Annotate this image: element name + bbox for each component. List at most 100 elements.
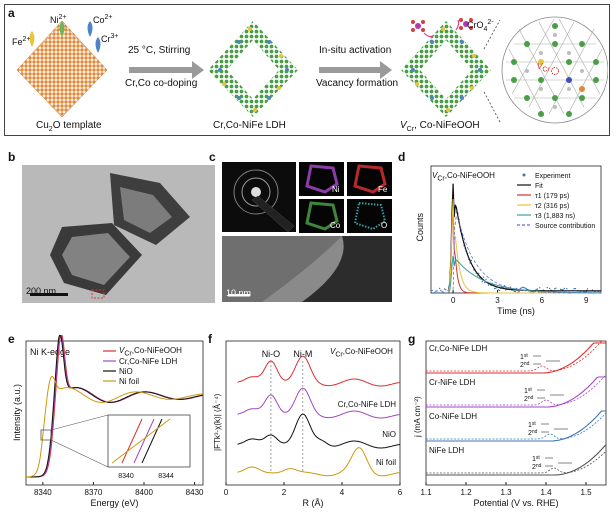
- chart-d-point-109: [563, 287, 565, 290]
- chart-f-series-label-2: NiO: [382, 430, 396, 439]
- schematic-a: [16, 16, 608, 124]
- chart-d-point-52: [493, 287, 496, 290]
- chart-f-series-0: [237, 355, 401, 387]
- chart-f-series-label-0: VCr,Co-NiFeOOH: [330, 347, 393, 359]
- cu2o-diamond: [16, 20, 108, 118]
- chart-d-point-3: [434, 291, 436, 294]
- chart-d-point-65: [509, 286, 512, 288]
- arrow-1: [129, 61, 204, 79]
- chart-d-point-97: [548, 287, 551, 290]
- cu2o-template-label: Cu2O template: [36, 120, 102, 133]
- chart-d-point-69: [514, 290, 517, 293]
- map-fe-label: Fe: [378, 185, 388, 194]
- chart-e-legend-0: VCr,Co-NiFeOOH: [119, 346, 182, 358]
- chart-g-cycle-sup-0-1: nd: [524, 361, 530, 367]
- chart-e-legend-1: Cr,Co-NiFe LDH: [119, 357, 177, 366]
- chart-e-xtick-label-2: 8400: [135, 488, 153, 497]
- chart-d-point-139: [600, 288, 602, 290]
- chart-f-series-3: [237, 447, 401, 477]
- chart-f-xtick-label-0: 0: [224, 488, 229, 497]
- map-co: [299, 199, 344, 233]
- cr-ion-label: Cr3+: [101, 33, 119, 44]
- chart-g-cycle-label-3-0: 1st: [532, 455, 540, 463]
- fe-ion-drop: [29, 31, 35, 47]
- chart-e-inset: [107, 414, 191, 468]
- chart-f-xtick-label-1: 2: [282, 488, 287, 497]
- chart-e-ylabel: Intensity (a.u.): [12, 384, 22, 441]
- arrow-2: [319, 61, 392, 79]
- cro4-label: CrO42-: [467, 19, 494, 33]
- step1-bottom-text: Cr,Co co-doping: [125, 78, 198, 89]
- chart-g-series-2-cycle-2: [426, 412, 607, 440]
- chart-d-point-44: [484, 281, 486, 284]
- chart-g: 1.1 1.2 1.3 1.4 1.5 Potential (V vs. RHE) j (m…: [413, 340, 607, 508]
- chart-f-xlabel: R (Å): [303, 498, 324, 508]
- chart-d-ylabel: Counts: [415, 212, 425, 241]
- chart-e-frame: [25, 340, 204, 486]
- chart-d-point-53: [495, 287, 497, 289]
- chart-g-cycle-label-2-0: 1st: [528, 421, 536, 429]
- chart-d-point-72: [518, 290, 520, 293]
- chart-g-series-label-0: Cr,Co-NiFe LDH: [429, 344, 487, 353]
- chart-d-point-43: [482, 276, 485, 278]
- chart-e-series-3: [26, 375, 203, 478]
- cro4-molecule-2: [459, 18, 473, 30]
- chart-g-cycle-sup-2-0: st: [532, 421, 537, 427]
- chart-d: 0 3 6 9 Time (ns) Counts Experiment Fit τ1 (179 …: [415, 165, 602, 316]
- step2-top-text: In-situ activation: [319, 45, 392, 56]
- panel-g-label: g: [408, 332, 416, 346]
- hrtem-image: [222, 236, 392, 302]
- map-co-label: Co: [330, 221, 341, 230]
- chart-d-point-128: [586, 288, 589, 290]
- chart-d-point-86: [535, 288, 537, 291]
- chart-f-annotation-1: Ni-M: [293, 349, 312, 359]
- panel-f-label: f: [208, 332, 212, 346]
- chart-d-point-9: [441, 290, 443, 293]
- chart-d-point-11: [443, 288, 446, 290]
- panel-b-label: b: [8, 150, 16, 164]
- chart-d-point-68: [513, 290, 515, 292]
- chart-d-point-95: [546, 286, 548, 289]
- chart-g-cycle-sup-1-0: st: [528, 387, 533, 393]
- chart-d-point-101: [553, 288, 556, 290]
- chart-g-series-label-2: Co-NiFe LDH: [429, 412, 477, 421]
- co-ion-label: Co2+: [93, 14, 113, 25]
- chart-d-point-82: [530, 291, 532, 293]
- chart-e-zoom-line-1: [50, 414, 109, 431]
- chart-d-point-61: [504, 289, 507, 291]
- chart-d-legend-3: τ2 (316 ps): [535, 203, 569, 210]
- chart-g-cycle-label-3-1: 2nd: [532, 463, 542, 471]
- panel-e-label: e: [8, 332, 15, 346]
- map-ni-label: Ni: [332, 185, 340, 194]
- ldh-label: Cr,Co-NiFe LDH: [213, 120, 286, 131]
- chart-d-xtick-label-3: 9: [584, 296, 589, 305]
- chart-g-series-label-1: Cr-NiFe LDH: [429, 378, 475, 387]
- chart-e-legend-3: Ni foil: [119, 377, 139, 386]
- chart-d-xtick-label-1: 3: [495, 296, 500, 305]
- chart-d-point-106: [559, 288, 562, 291]
- chart-e-zoom-line-2: [50, 439, 109, 468]
- chart-g-series-1-cycle-2: [426, 374, 607, 406]
- chart-d-xtick-label-2: 6: [540, 296, 545, 305]
- chart-g-cycle-label-1-1: 2nd: [524, 395, 534, 403]
- chart-g-cycle-sup-2-1: nd: [532, 429, 538, 435]
- chart-e-xtick-label-1: 8370: [85, 488, 103, 497]
- chart-d-point-0: [430, 290, 432, 292]
- chart-e-inset-line-2: [141, 418, 163, 464]
- chart-f-xtick-label-3: 6: [398, 488, 403, 497]
- chart-g-cycle-label-1-0: 1st: [524, 387, 532, 395]
- chart-g-xlabel: Potential (V vs. RHE): [473, 498, 558, 508]
- chart-g-cycle-label-0-0: 1st: [520, 353, 528, 361]
- saed-image: [222, 162, 296, 232]
- chart-e-zoom-box: [40, 429, 52, 441]
- chart-g-series-label-3: NiFe LDH: [429, 446, 464, 455]
- chart-e-inset-line-0: [121, 418, 143, 464]
- chart-d-point-5: [436, 290, 438, 292]
- chart-g-series-1-cycle-1: [426, 376, 606, 408]
- chart-g-xtick-label-4: 1.5: [580, 488, 592, 497]
- ooh-frame: [401, 18, 491, 117]
- panel-a-frame: [4, 4, 610, 136]
- chart-f-xtick-label-2: 4: [340, 488, 345, 497]
- ni-ion-label: Ni2+: [50, 14, 67, 25]
- panel-c-label: c: [209, 150, 216, 164]
